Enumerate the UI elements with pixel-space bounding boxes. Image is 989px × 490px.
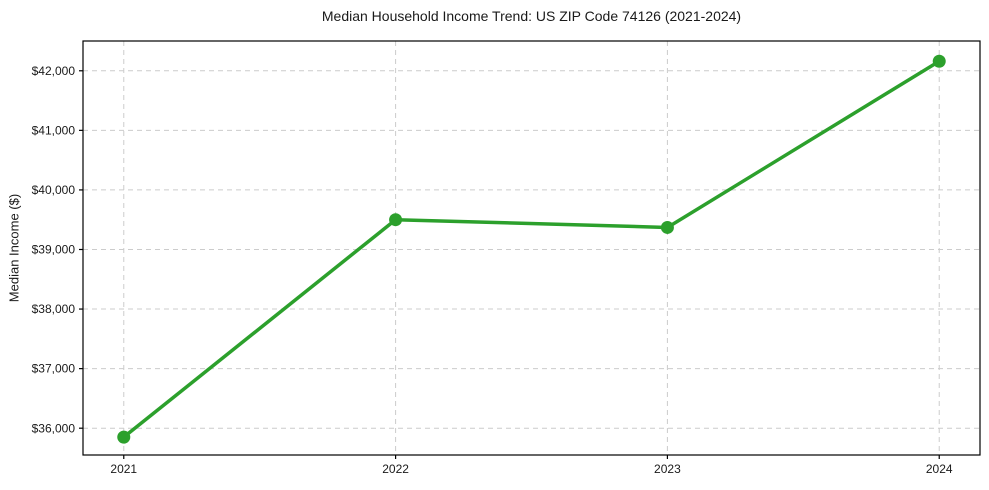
chart-title: Median Household Income Trend: US ZIP Co… [321,8,742,24]
y-tick-label-6: $42,000 [32,64,76,78]
data-point-2024 [932,54,946,68]
data-point-2021 [117,430,131,444]
y-tick-label-3: $39,000 [32,243,76,257]
y-tick-label-4: $40,000 [32,183,76,197]
y-tick-label-2: $38,000 [32,302,76,316]
y-axis-label: Median Income ($) [6,193,22,303]
y-tick-label-5: $41,000 [32,123,76,137]
plot-border [82,40,981,456]
median-household-income-line [122,59,941,439]
y-tick-label-0: $36,000 [32,421,76,435]
y-tick-label-1: $37,000 [32,362,76,376]
x-tick-label-1: 2022 [382,462,409,476]
data-point-2023 [660,220,674,234]
x-tick-label-3: 2024 [926,462,953,476]
x-tick-label-2: 2023 [654,462,681,476]
x-tick-label-0: 2021 [110,462,137,476]
data-point-2022 [389,213,403,227]
